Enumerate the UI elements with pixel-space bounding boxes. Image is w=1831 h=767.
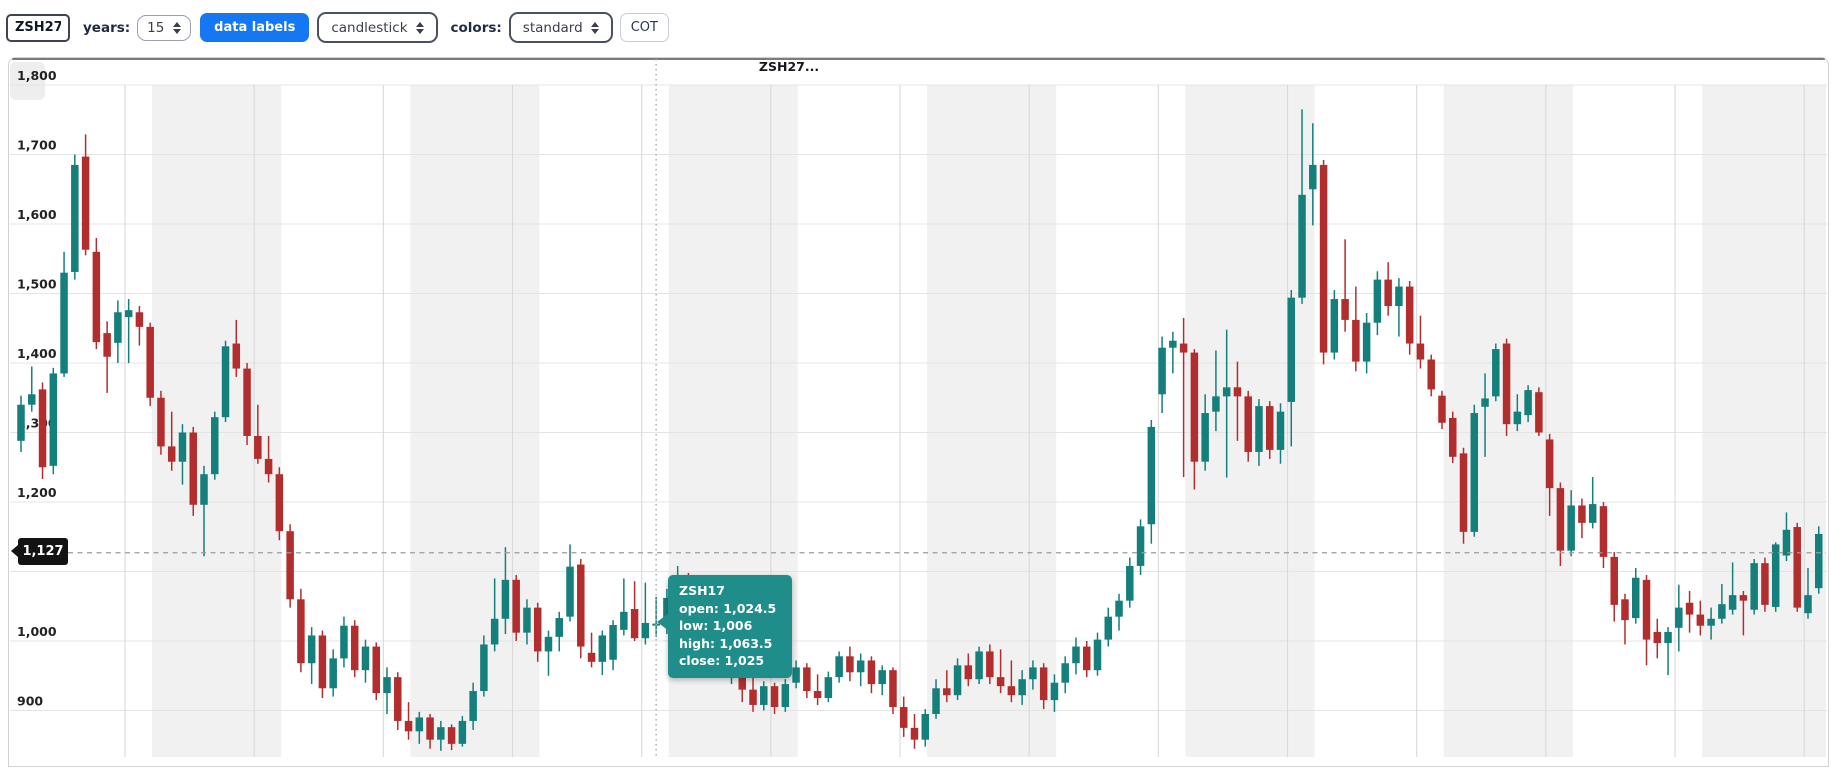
updown-arrows-icon [590, 21, 599, 34]
svg-text:1,500: 1,500 [17, 277, 57, 292]
svg-text:1,000: 1,000 [17, 624, 57, 639]
svg-text:1,800: 1,800 [17, 68, 57, 83]
toolbar: years: 15 data labels candlestick colors… [0, 0, 1831, 55]
candle-tooltip: ZSH17 open: 1,024.5 low: 1,006 high: 1,0… [657, 575, 792, 678]
chart-top-divider [12, 58, 1825, 60]
cot-button[interactable]: COT [619, 13, 669, 42]
years-select[interactable]: 15 [137, 14, 192, 41]
tooltip-low-line: low: 1,006 [679, 618, 753, 633]
data-labels-button[interactable]: data labels [200, 13, 310, 42]
svg-text:1,200: 1,200 [17, 485, 57, 500]
updown-arrows-icon [173, 21, 182, 34]
years-label: years: [83, 19, 131, 36]
svg-text:1,600: 1,600 [17, 207, 57, 222]
chart-title: ZSH27... [758, 59, 820, 74]
svg-text:1,300: 1,300 [17, 416, 57, 431]
chart-type-select-value: candlestick [331, 19, 408, 36]
tooltip-high-line: high: 1,063.5 [679, 635, 773, 651]
colors-select[interactable]: standard [508, 12, 613, 43]
svg-text:900: 900 [17, 694, 43, 709]
symbol-input[interactable] [6, 13, 70, 42]
tooltip-open-line: open: 1,024.5 [679, 600, 777, 616]
updown-arrows-icon [415, 21, 424, 34]
years-select-value: 15 [147, 19, 165, 36]
crosshair-price-badge: 1,127 [11, 538, 68, 565]
tooltip-close-line: close: 1,025 [679, 653, 765, 668]
svg-text:1,400: 1,400 [17, 346, 57, 361]
chart-type-select[interactable]: candlestick [317, 12, 438, 43]
svg-text:1,700: 1,700 [17, 138, 57, 153]
colors-label: colors: [450, 19, 502, 36]
tooltip-symbol: ZSH17 [679, 583, 725, 598]
colors-select-value: standard [522, 19, 583, 36]
